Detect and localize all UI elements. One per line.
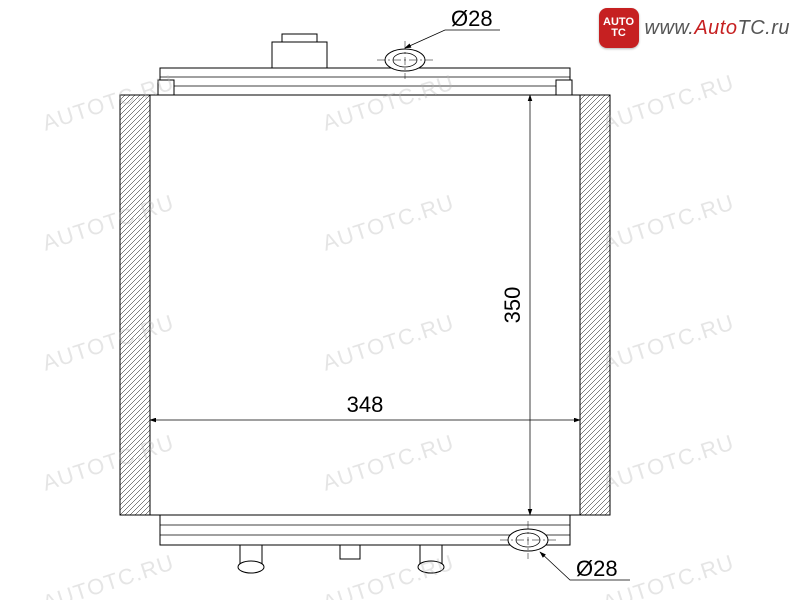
site-logo: AUTO TC www.AutoTC.ru <box>599 8 790 48</box>
mount-pin <box>418 545 444 573</box>
dim-height-label: 350 <box>500 287 525 324</box>
radiator-diagram: 348 350 Ø28 Ø28 <box>0 0 800 600</box>
dim-bottom-diameter: Ø28 <box>540 552 630 581</box>
drain-plug <box>340 545 360 559</box>
flange-right <box>580 95 610 515</box>
flange-left <box>120 95 150 515</box>
mount-tab <box>158 80 174 95</box>
top-tank <box>160 68 570 95</box>
logo-badge-icon: AUTO TC <box>599 8 639 48</box>
mount-pin <box>238 545 264 573</box>
logo-url: www.AutoTC.ru <box>645 17 790 40</box>
dim-width-label: 348 <box>347 392 384 417</box>
dim-bot-dia-label: Ø28 <box>576 556 618 581</box>
dim-width: 348 <box>150 392 580 432</box>
logo-badge-bottom: TC <box>611 28 626 39</box>
dim-height: 350 <box>500 95 538 515</box>
mount-tab <box>556 80 572 95</box>
filler-cap <box>272 34 327 68</box>
dim-top-diameter: Ø28 <box>405 6 500 48</box>
dim-top-dia-label: Ø28 <box>451 6 493 31</box>
